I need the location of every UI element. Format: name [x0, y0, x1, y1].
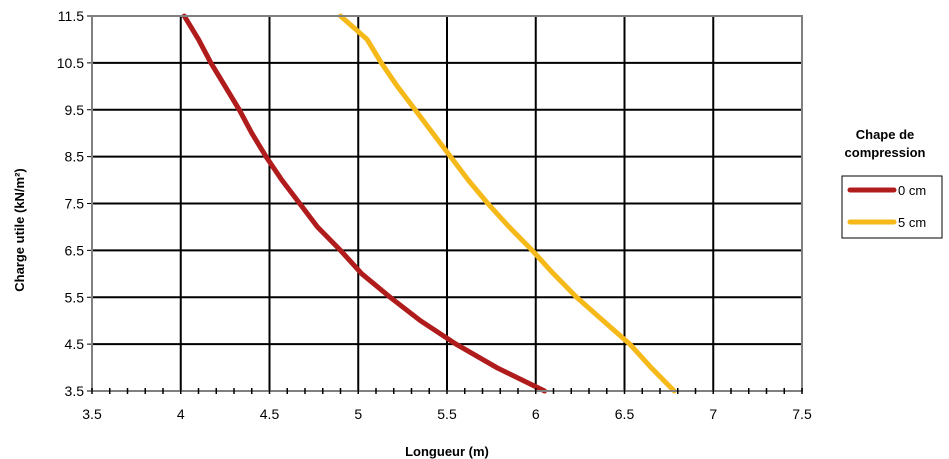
series-line-0cm [181, 13, 548, 394]
y-tick-label: 7.5 [65, 196, 85, 212]
x-tick-labels: 3.5 4 4.5 5 5.5 6 6.5 7 7.5 [82, 406, 812, 422]
x-tick-label: 7.5 [792, 406, 812, 422]
x-axis-title: Longueur (m) [405, 444, 489, 459]
y-tick-label: 9.5 [65, 102, 85, 118]
y-tick-label: 6.5 [65, 242, 85, 258]
legend-label-0cm: 0 cm [898, 183, 926, 198]
y-tick-label: 5.5 [65, 289, 85, 305]
legend-title-line-1: Chape de [856, 127, 915, 142]
y-tick-label: 11.5 [58, 8, 84, 24]
legend-box [841, 175, 943, 239]
y-tick-label: 8.5 [65, 149, 85, 165]
x-tick-label: 5.5 [437, 406, 457, 422]
x-tick-label: 4 [177, 406, 185, 422]
minor-ticks [91, 388, 803, 394]
x-tick-label: 3.5 [82, 406, 102, 422]
y-tick-label: 4.5 [65, 336, 85, 352]
x-tick-label: 7 [709, 406, 717, 422]
legend-title-line-2: compression [845, 145, 926, 160]
series-line-5cm [338, 13, 677, 394]
legend: Chape de compression 0 cm 5 cm [841, 127, 943, 239]
legend-label-5cm: 5 cm [898, 215, 926, 230]
x-tick-label: 6 [532, 406, 540, 422]
x-tick-label: 5 [354, 406, 362, 422]
y-tick-label: 10.5 [57, 55, 84, 71]
y-tick-label: 3.5 [65, 383, 85, 399]
y-axis-title: Charge utile (kN/m²) [12, 168, 27, 292]
series-layer [181, 13, 677, 394]
x-tick-label: 4.5 [260, 406, 280, 422]
y-tick-labels: 3.5 4.5 5.5 6.5 7.5 8.5 9.5 10.5 11.5 [57, 8, 84, 399]
x-tick-label: 6.5 [615, 406, 635, 422]
